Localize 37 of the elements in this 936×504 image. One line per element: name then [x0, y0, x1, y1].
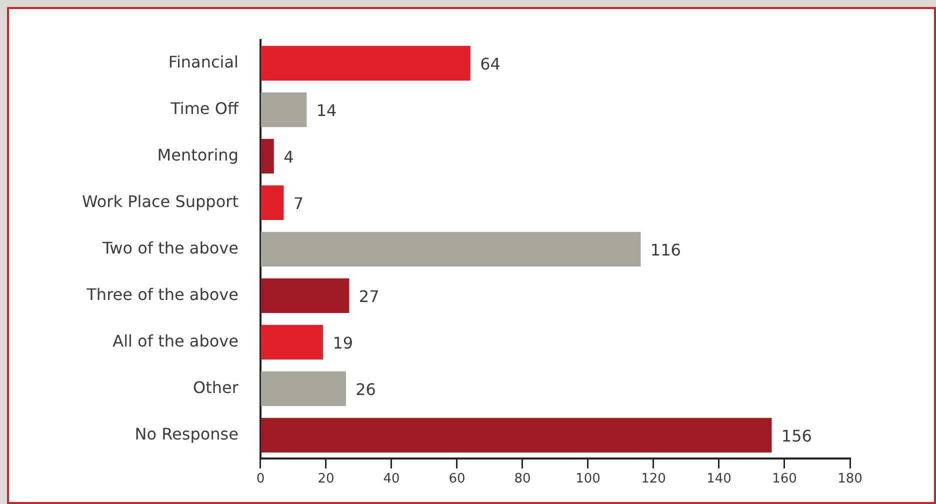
bar — [260, 232, 641, 267]
data-label: 14 — [316, 100, 337, 120]
x-tick-label: 40 — [383, 472, 400, 487]
x-tick-label: 20 — [318, 472, 334, 487]
y-tick-label: Three of the above — [86, 284, 238, 304]
x-tick-label: 140 — [706, 472, 732, 487]
data-label: 27 — [358, 286, 380, 306]
y-tick-label: Mentoring — [157, 145, 238, 164]
data-label: 19 — [332, 333, 354, 352]
data-label: 116 — [650, 240, 681, 260]
bar — [260, 278, 350, 314]
y-tick-label: Time Off — [170, 98, 240, 118]
bar — [260, 185, 284, 220]
bar — [260, 92, 307, 128]
y-tick-label: Two of the above — [101, 238, 238, 258]
y-tick-label: Financial — [168, 52, 238, 72]
x-tick-label: 100 — [576, 472, 600, 487]
data-label: 156 — [781, 426, 812, 446]
y-tick-label: Work Place Support — [82, 192, 238, 211]
data-label: 26 — [356, 380, 376, 399]
y-tick-label: No Response — [134, 424, 238, 444]
bar — [260, 371, 346, 406]
bar — [260, 324, 324, 360]
x-tick-label: 60 — [448, 472, 466, 487]
bar — [260, 46, 470, 81]
x-tick-label: 120 — [641, 472, 666, 487]
x-tick-label: 180 — [838, 472, 862, 487]
data-label: 4 — [284, 147, 294, 166]
bar — [260, 138, 274, 174]
y-tick-label: All of the above — [112, 331, 238, 350]
data-label: 64 — [480, 54, 500, 74]
y-tick-label: Other — [193, 378, 239, 397]
data-label: 7 — [293, 194, 304, 213]
x-tick-label: 0 — [256, 472, 265, 487]
bar — [260, 418, 772, 452]
x-tick-label: 80 — [514, 472, 531, 487]
x-tick-label: 160 — [772, 472, 797, 487]
